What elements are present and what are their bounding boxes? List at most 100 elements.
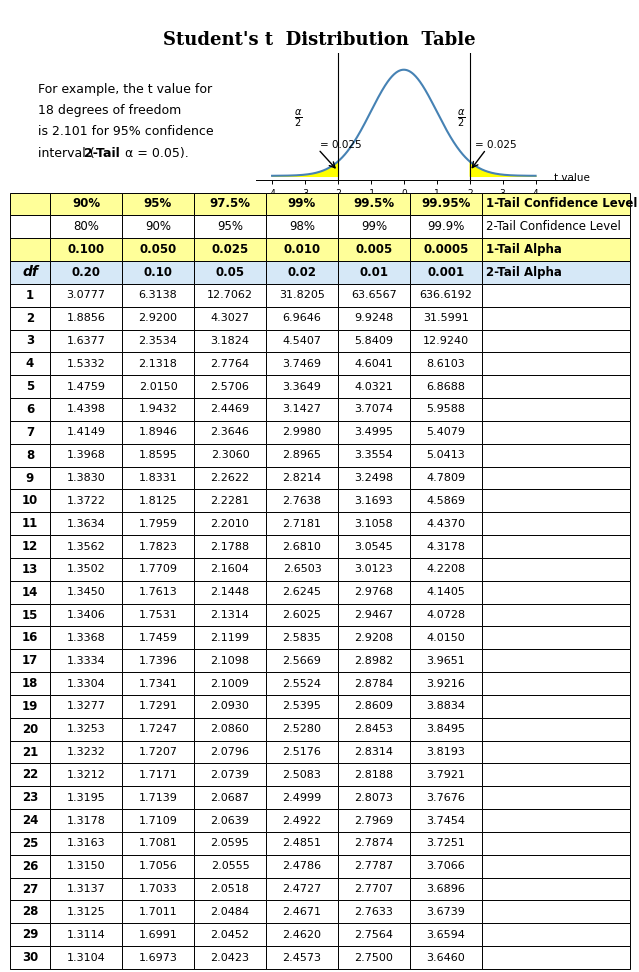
Text: 2.5176: 2.5176 — [282, 747, 321, 757]
Text: 2.2010: 2.2010 — [211, 519, 249, 529]
Text: 2.3534: 2.3534 — [139, 336, 178, 346]
Bar — [194, 330, 266, 353]
Bar — [10, 284, 50, 307]
Bar — [10, 763, 50, 786]
Bar — [50, 832, 122, 854]
Text: 2.0555: 2.0555 — [211, 861, 249, 871]
Text: 2.1199: 2.1199 — [210, 633, 249, 642]
Bar — [122, 307, 194, 330]
Text: 2.6245: 2.6245 — [282, 587, 321, 597]
Text: 1.7291: 1.7291 — [139, 702, 178, 712]
Bar — [10, 330, 50, 353]
Text: 0.001: 0.001 — [427, 266, 465, 279]
Bar — [338, 238, 410, 261]
Bar — [50, 786, 122, 809]
Text: 0.0005: 0.0005 — [423, 243, 468, 257]
Text: 12: 12 — [22, 540, 38, 553]
Text: 3.8495: 3.8495 — [426, 724, 465, 734]
Text: 80%: 80% — [73, 221, 99, 233]
Bar — [482, 421, 630, 444]
Text: 2.4727: 2.4727 — [282, 885, 321, 894]
Text: 1.7033: 1.7033 — [139, 885, 178, 894]
Bar — [50, 558, 122, 580]
Bar — [410, 216, 482, 238]
Bar — [50, 717, 122, 741]
Text: 1.8595: 1.8595 — [139, 450, 178, 460]
Bar — [410, 946, 482, 969]
Text: 2.6025: 2.6025 — [282, 610, 321, 620]
Text: 99%: 99% — [361, 221, 387, 233]
Text: 4.1405: 4.1405 — [427, 587, 465, 597]
Bar — [10, 923, 50, 946]
Text: 2.8965: 2.8965 — [282, 450, 321, 460]
Bar — [266, 946, 338, 969]
Text: 2.4573: 2.4573 — [282, 953, 321, 962]
Text: 1.8331: 1.8331 — [139, 473, 178, 483]
Bar — [410, 923, 482, 946]
Bar — [410, 536, 482, 558]
Bar — [410, 809, 482, 832]
Bar — [266, 512, 338, 536]
Text: 2.0860: 2.0860 — [211, 724, 249, 734]
Bar — [482, 558, 630, 580]
Text: 2.0930: 2.0930 — [211, 702, 249, 712]
Bar — [50, 626, 122, 649]
Text: 2.9208: 2.9208 — [355, 633, 394, 642]
Bar — [410, 741, 482, 763]
Text: 5.0413: 5.0413 — [427, 450, 465, 460]
Bar — [482, 536, 630, 558]
Text: 2.5835: 2.5835 — [282, 633, 321, 642]
Text: 29: 29 — [22, 928, 38, 941]
Text: 2.1788: 2.1788 — [210, 541, 250, 551]
Bar — [50, 307, 122, 330]
Text: 30: 30 — [22, 951, 38, 964]
Bar — [266, 923, 338, 946]
Bar — [410, 467, 482, 490]
Text: 99%: 99% — [288, 197, 316, 211]
Bar — [50, 695, 122, 717]
Bar — [338, 261, 410, 284]
Text: 1.7341: 1.7341 — [139, 678, 178, 688]
Bar — [338, 353, 410, 375]
Text: 2.7500: 2.7500 — [355, 953, 394, 962]
Text: 1.7613: 1.7613 — [139, 587, 178, 597]
Bar — [50, 854, 122, 878]
Text: 2.8982: 2.8982 — [355, 656, 394, 666]
Bar — [122, 238, 194, 261]
Bar — [194, 307, 266, 330]
Bar — [10, 353, 50, 375]
Bar — [10, 741, 50, 763]
Bar — [338, 900, 410, 923]
Text: 2.4620: 2.4620 — [282, 930, 321, 940]
Bar — [122, 649, 194, 672]
Text: 2-Tail Alpha: 2-Tail Alpha — [486, 266, 562, 279]
Text: 3.0123: 3.0123 — [355, 565, 394, 574]
Bar — [338, 786, 410, 809]
Text: 6.3138: 6.3138 — [139, 291, 178, 300]
Bar — [266, 421, 338, 444]
Bar — [482, 900, 630, 923]
Bar — [338, 580, 410, 604]
Text: 4.0321: 4.0321 — [355, 382, 394, 392]
Bar — [194, 375, 266, 399]
Bar — [194, 490, 266, 512]
Bar — [194, 284, 266, 307]
Text: 2.1604: 2.1604 — [211, 565, 249, 574]
Text: 1.3277: 1.3277 — [66, 702, 105, 712]
Text: 24: 24 — [22, 815, 38, 827]
Bar — [194, 923, 266, 946]
Bar — [338, 604, 410, 626]
Bar — [266, 330, 338, 353]
Bar — [410, 238, 482, 261]
Text: 1.7709: 1.7709 — [139, 565, 178, 574]
Bar — [10, 580, 50, 604]
Text: 98%: 98% — [289, 221, 315, 233]
Text: 2.9768: 2.9768 — [355, 587, 394, 597]
Bar — [266, 307, 338, 330]
Bar — [482, 946, 630, 969]
Text: 5.9588: 5.9588 — [426, 404, 465, 414]
Text: = 0.025: = 0.025 — [320, 140, 362, 151]
Text: 1.3502: 1.3502 — [66, 565, 105, 574]
Bar — [50, 192, 122, 216]
Bar — [410, 695, 482, 717]
